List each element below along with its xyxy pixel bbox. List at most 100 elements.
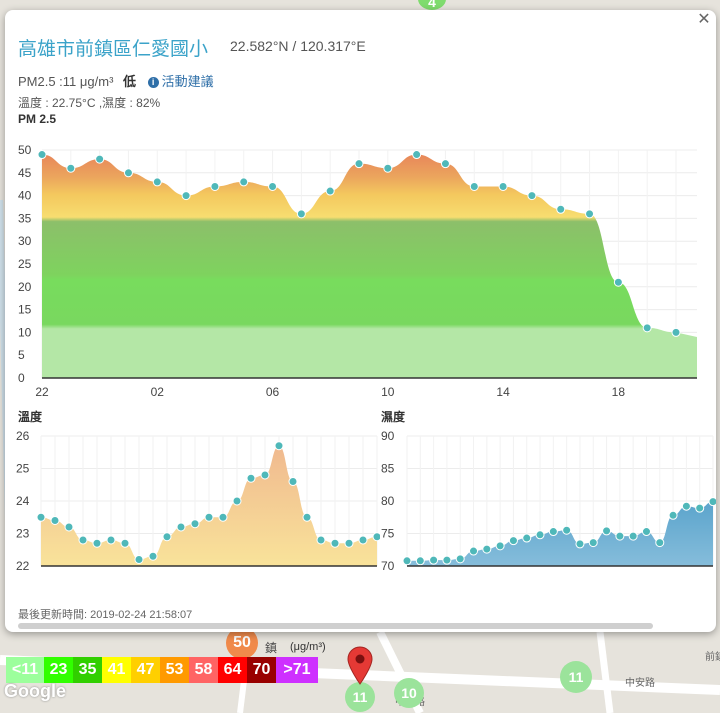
data-point — [372, 532, 380, 542]
pm25-chart-title: PM 2.5 — [18, 112, 57, 126]
legend-item: 35 — [73, 657, 102, 683]
data-point — [498, 181, 508, 191]
data-point — [66, 163, 76, 173]
map-aq-marker[interactable]: 11 — [345, 682, 375, 712]
data-point — [613, 277, 623, 287]
map-aq-marker[interactable]: 4 — [418, 0, 446, 10]
pm25-level: 低 — [123, 74, 137, 89]
data-point — [602, 526, 612, 536]
data-point — [642, 323, 652, 333]
y-tick-label: 20 — [18, 280, 32, 294]
data-point — [123, 168, 133, 178]
data-point — [469, 546, 479, 556]
data-point — [655, 538, 665, 548]
y-tick-label: 26 — [16, 429, 30, 443]
legend-unit: (μg/m³) — [290, 641, 326, 653]
y-tick-label: 22 — [16, 559, 30, 573]
data-point — [588, 538, 598, 548]
y-tick-label: 50 — [18, 143, 32, 157]
temperature-chart: 22 23 24 25 26 — [16, 429, 380, 573]
data-point — [482, 544, 492, 554]
data-point — [615, 531, 625, 541]
data-point — [535, 530, 545, 540]
map-street-label: 前鎮三路 — [705, 650, 720, 663]
data-point — [556, 204, 566, 214]
data-point — [296, 209, 306, 219]
data-point — [260, 470, 270, 480]
x-tick-label: 18 — [612, 385, 626, 399]
data-point — [455, 554, 465, 564]
data-point — [176, 522, 186, 532]
legend-item: 70 — [247, 657, 276, 683]
y-tick-label: 25 — [18, 257, 32, 271]
humidity-chart-title: 濕度 — [381, 410, 406, 424]
x-tick-label: 14 — [496, 385, 510, 399]
data-point — [330, 538, 340, 548]
map-aq-marker[interactable]: 11 — [560, 661, 592, 693]
y-tick-label: 25 — [16, 462, 30, 476]
y-tick-label: 90 — [381, 429, 395, 443]
google-logo: Google — [4, 681, 66, 701]
data-point — [562, 525, 572, 535]
data-point — [239, 177, 249, 187]
data-point — [344, 538, 354, 548]
data-point — [302, 512, 312, 522]
data-point — [246, 473, 256, 483]
y-tick-label: 40 — [18, 189, 32, 203]
data-point — [120, 538, 130, 548]
data-point — [316, 535, 326, 545]
x-tick-label: 06 — [266, 385, 280, 399]
data-point — [695, 503, 705, 513]
data-point — [162, 532, 172, 542]
data-point — [469, 181, 479, 191]
data-point — [134, 555, 144, 564]
data-point — [429, 555, 439, 565]
data-point — [95, 154, 105, 164]
data-point — [575, 539, 585, 549]
data-point — [152, 177, 162, 187]
data-point — [232, 496, 242, 506]
weather-summary: 溫度 : 22.75°C ,濕度 : 82% — [18, 96, 161, 110]
data-point — [585, 209, 595, 219]
pm25-summary: PM2.5 :11 μg/m³ 低 i 活動建議 — [18, 71, 214, 90]
map-pin-icon[interactable] — [346, 645, 374, 685]
data-point — [681, 501, 691, 511]
data-point — [204, 512, 214, 522]
data-point — [64, 522, 74, 532]
data-point — [37, 150, 47, 160]
station-name: 高雄市前鎮區仁愛國小 — [18, 38, 209, 60]
data-point — [402, 556, 412, 566]
data-point — [358, 535, 368, 545]
data-point — [442, 555, 452, 565]
x-tick-label: 10 — [381, 385, 395, 399]
y-tick-label: 15 — [18, 303, 32, 317]
legend-item: >71 — [276, 657, 318, 683]
y-tick-label: 75 — [381, 527, 395, 541]
data-point — [548, 527, 558, 537]
map-aq-marker[interactable]: 10 — [394, 678, 424, 708]
y-tick-label: 5 — [18, 348, 25, 362]
x-tick-label: 02 — [151, 385, 165, 399]
legend-item: 58 — [189, 657, 218, 683]
data-point — [78, 535, 88, 545]
close-icon[interactable]: ✕ — [697, 11, 711, 28]
map-aq-marker[interactable]: 50 — [226, 627, 258, 659]
data-point — [641, 527, 651, 537]
data-point — [148, 551, 158, 561]
data-point — [668, 510, 678, 520]
map-street-label: 中安路 — [625, 676, 655, 689]
pm25-chart: 0 5 10 15 20 25 30 35 40 45 50 22 02 06 10 14 18 — [18, 143, 697, 399]
data-point — [288, 477, 298, 486]
data-point — [36, 512, 46, 522]
data-point — [92, 538, 102, 548]
data-point — [106, 535, 116, 545]
data-point — [210, 181, 220, 191]
series-area — [41, 445, 377, 566]
pm25-value: PM2.5 :11 μg/m³ — [18, 74, 114, 89]
horizontal-scrollbar[interactable] — [18, 623, 653, 629]
y-tick-label: 45 — [18, 166, 32, 180]
legend-item: 64 — [218, 657, 247, 683]
data-point — [415, 556, 425, 566]
y-tick-label: 23 — [16, 527, 30, 541]
activity-advice-link[interactable]: i 活動建議 — [147, 74, 214, 89]
